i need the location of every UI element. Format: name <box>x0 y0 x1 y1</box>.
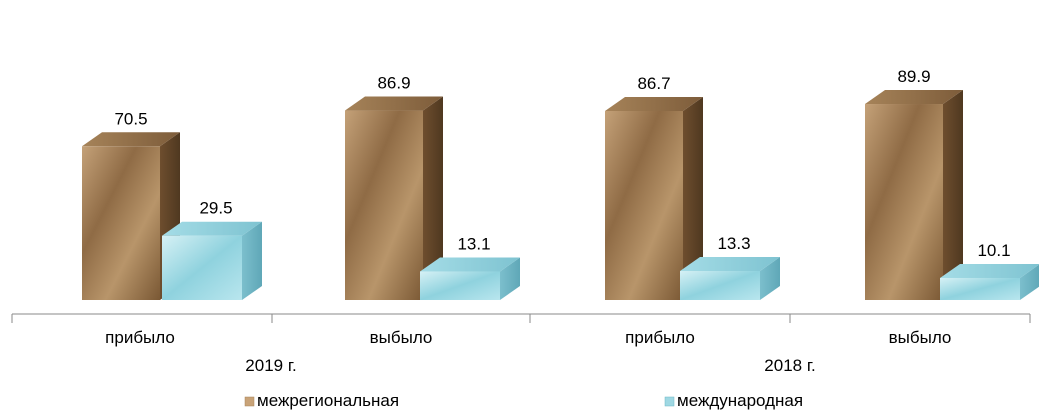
bar-1-series-1-front <box>420 271 500 300</box>
bar-0-series-1-top <box>162 221 262 236</box>
data-label: 86.9 <box>377 74 410 93</box>
x-tick-label: выбыло <box>370 328 433 347</box>
legend-label: международная <box>677 391 803 410</box>
legend-item: международная <box>664 391 803 410</box>
data-label: 29.5 <box>199 199 232 218</box>
x-group-label: 2018 г. <box>764 356 815 375</box>
bar-2-series-1-top <box>680 257 780 272</box>
bar-2-series-0-top <box>605 96 703 111</box>
bar-1-series-1 <box>420 257 520 300</box>
bar-1-series-1-top <box>420 257 520 272</box>
data-label: 89.9 <box>897 67 930 86</box>
x-tick-label: прибыло <box>625 328 695 347</box>
bar-0-series-1-front <box>162 235 242 300</box>
x-tick-label: выбыло <box>889 328 952 347</box>
legend-label: межрегиональная <box>257 391 399 410</box>
bar-1-series-0-front <box>345 110 423 300</box>
data-label: 10.1 <box>977 241 1010 260</box>
bar-2-series-0-side <box>683 96 703 300</box>
legend-swatch <box>244 396 255 407</box>
bar-1-series-0-side <box>423 96 443 300</box>
bar-3-series-1-side <box>1020 264 1039 300</box>
bar-2-series-0-front <box>605 110 683 300</box>
bars-layer <box>82 90 1039 300</box>
bar-1-series-1-side <box>500 257 520 300</box>
bar-0-series-0-top <box>82 132 180 147</box>
bar-3-series-0-side <box>943 90 963 300</box>
bar-2-series-1 <box>680 257 780 300</box>
data-label: 86.7 <box>637 74 670 93</box>
bar-3-series-0-front <box>865 104 943 300</box>
bar-3-series-0 <box>865 90 963 300</box>
bar-3-series-1 <box>940 263 1039 300</box>
data-label: 70.5 <box>114 109 147 128</box>
bar-1-series-0 <box>345 96 443 300</box>
labels-layer: 70.5 29.5 86.9 13.1 86.7 13.3 89.9 10.1 прибыло в… <box>105 67 1010 375</box>
bar-3-series-1-top <box>940 263 1039 278</box>
bar-0-series-1-side <box>242 221 262 300</box>
bar-2-series-0 <box>605 96 703 300</box>
x-tick-label: прибыло <box>105 328 175 347</box>
bar-0-series-1 <box>162 221 262 300</box>
bar-3-series-1-front <box>940 277 1020 300</box>
bar-3-series-0-top <box>865 90 963 105</box>
legend-swatch <box>664 396 675 407</box>
data-label: 13.3 <box>717 234 750 253</box>
x-axis <box>11 313 1031 323</box>
bar-2-series-1-front <box>680 271 760 300</box>
bar-0-series-0-front <box>82 146 160 300</box>
legend: межрегиональная международная <box>244 391 803 410</box>
data-label: 13.1 <box>457 234 490 253</box>
legend-item: межрегиональная <box>244 391 399 410</box>
bar-2-series-1-side <box>760 257 780 300</box>
x-group-label: 2019 г. <box>245 356 296 375</box>
bar-1-series-0-top <box>345 96 443 111</box>
